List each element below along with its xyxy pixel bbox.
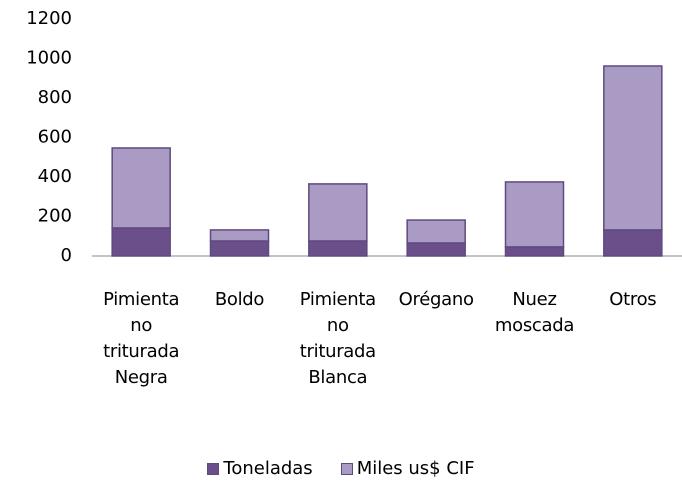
legend: Toneladas Miles us$ CIF xyxy=(0,458,682,479)
legend-swatch xyxy=(207,462,220,475)
bar-segment xyxy=(308,240,368,257)
x-tick-label: Nuez moscada xyxy=(494,289,575,336)
x-tick-label: Otros xyxy=(609,289,657,310)
bar-segment xyxy=(406,219,466,244)
bar-segment xyxy=(406,242,466,257)
bar-segment xyxy=(308,183,368,242)
y-tick-label: 200 xyxy=(38,206,72,227)
legend-item: Toneladas xyxy=(207,458,313,479)
bar-segment xyxy=(111,227,171,257)
legend-swatch xyxy=(340,462,353,475)
bar-segment xyxy=(111,147,171,229)
bar-segment xyxy=(209,229,270,242)
x-tick-label: Boldo xyxy=(214,289,265,310)
bar-segment xyxy=(603,65,663,231)
y-tick-label: 1200 xyxy=(26,8,72,29)
legend-item: Miles us$ CIF xyxy=(340,458,475,479)
bar-segment xyxy=(504,181,565,248)
y-tick-label: 800 xyxy=(38,87,72,108)
bar-segment xyxy=(209,240,270,257)
y-tick-label: 0 xyxy=(61,245,72,266)
y-tick-label: 1000 xyxy=(26,48,72,69)
y-tick-label: 400 xyxy=(38,166,72,187)
bar-segment xyxy=(504,246,565,257)
x-tick-label: Pimienta no triturada Negra xyxy=(103,289,180,388)
legend-label: Miles us$ CIF xyxy=(356,458,475,479)
x-tick-label: Pimienta no triturada Blanca xyxy=(299,289,376,388)
y-tick-label: 600 xyxy=(38,127,72,148)
legend-label: Toneladas xyxy=(223,458,313,479)
x-tick-label: Orégano xyxy=(398,289,474,310)
bar-segment xyxy=(603,229,663,257)
